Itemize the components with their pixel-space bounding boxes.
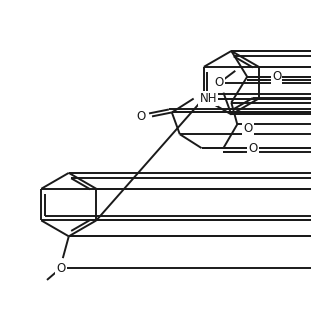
Text: O: O	[243, 122, 252, 135]
Text: NH: NH	[200, 92, 217, 105]
Text: O: O	[137, 110, 146, 123]
Text: O: O	[215, 76, 224, 89]
Text: O: O	[56, 261, 66, 275]
Text: O: O	[248, 142, 257, 155]
Text: O: O	[272, 70, 281, 83]
